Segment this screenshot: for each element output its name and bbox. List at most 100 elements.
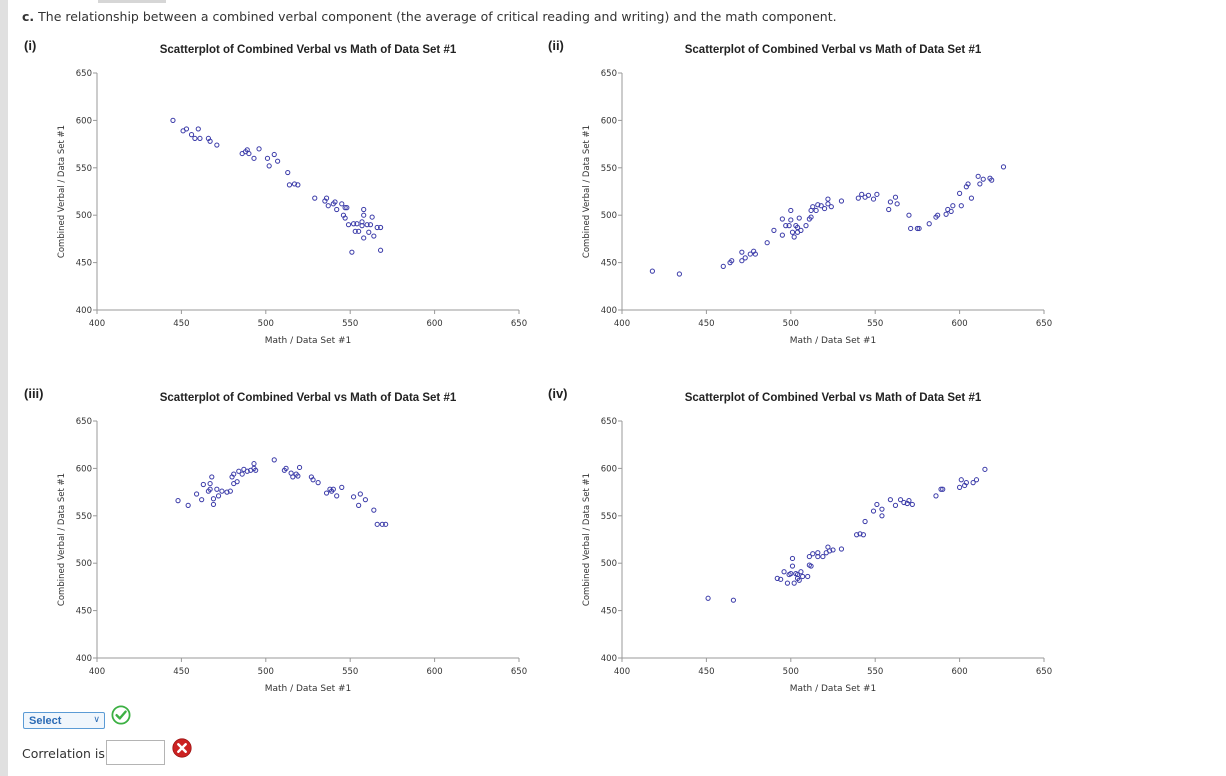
data-point	[791, 580, 797, 586]
y-tick-label: 550	[76, 512, 92, 522]
data-point	[774, 575, 780, 581]
data-point	[764, 240, 770, 246]
x-tick-label: 500	[258, 319, 274, 329]
data-point	[283, 465, 289, 472]
data-point	[908, 225, 914, 232]
question-part: c.	[22, 9, 35, 24]
x-tick-label: 400	[614, 319, 630, 329]
data-point	[935, 212, 941, 218]
data-point	[291, 181, 298, 187]
data-point	[906, 498, 912, 504]
data-point	[803, 223, 809, 229]
data-point	[742, 255, 748, 261]
data-point	[377, 224, 384, 231]
data-point	[958, 203, 964, 209]
data-point	[838, 546, 845, 552]
data-point	[649, 268, 655, 274]
data-point	[879, 506, 885, 512]
data-point	[933, 493, 939, 499]
data-point	[362, 497, 368, 503]
data-point	[818, 203, 824, 209]
data-point	[796, 215, 802, 221]
data-point	[209, 474, 215, 480]
data-point	[188, 132, 195, 138]
y-tick-label: 550	[601, 512, 617, 522]
x-tick-label: 650	[511, 319, 527, 329]
data-point	[778, 576, 784, 582]
data-point	[788, 217, 794, 223]
data-point	[367, 222, 374, 228]
scatter-chart-i: Scatterplot of Combined Verbal vs Math o…	[30, 38, 530, 354]
data-point	[359, 223, 365, 229]
question-text: c. The relationship between a combined v…	[22, 9, 837, 24]
data-point	[950, 203, 956, 209]
data-point	[977, 181, 983, 187]
chevron-down-icon: ∨	[93, 714, 100, 724]
data-point	[815, 202, 821, 208]
data-point	[989, 177, 995, 183]
scatter-chart-ii: Scatterplot of Combined Verbal vs Math o…	[555, 38, 1055, 354]
y-tick-label: 550	[76, 164, 92, 174]
data-point	[968, 195, 975, 201]
data-point	[808, 214, 814, 220]
answer-select[interactable]: Select ∨	[23, 712, 105, 729]
x-tick-label: 400	[614, 667, 630, 677]
data-point	[970, 480, 976, 486]
data-point	[383, 521, 389, 527]
y-tick-label: 400	[76, 306, 92, 316]
scatter-svg: Scatterplot of Combined Verbal vs Math o…	[582, 44, 1052, 346]
y-tick-label: 500	[601, 211, 617, 221]
data-point	[350, 494, 357, 500]
x-tick-label: 600	[951, 667, 967, 677]
data-point	[729, 258, 735, 264]
data-point	[361, 206, 367, 213]
data-point	[838, 198, 845, 204]
y-tick-label: 500	[76, 211, 92, 221]
y-tick-label: 600	[601, 116, 617, 126]
y-tick-label: 400	[601, 306, 617, 316]
data-point	[234, 479, 240, 485]
data-point	[251, 461, 257, 467]
data-point	[374, 521, 380, 527]
data-point	[210, 496, 217, 502]
data-point	[786, 223, 792, 229]
y-tick-label: 400	[76, 654, 92, 664]
data-point	[957, 484, 963, 490]
data-point	[325, 203, 331, 209]
x-axis-label: Math / Data Set #1	[265, 336, 352, 346]
x-tick-label: 650	[1036, 319, 1052, 329]
data-point	[199, 497, 205, 503]
data-point	[339, 201, 345, 207]
data-point	[828, 204, 834, 210]
data-point	[195, 126, 201, 132]
data-point	[342, 205, 348, 211]
data-point	[982, 466, 988, 472]
x-tick-label: 600	[951, 319, 967, 329]
data-point	[275, 158, 281, 164]
data-point	[963, 480, 969, 486]
scatter-svg: Scatterplot of Combined Verbal vs Math o…	[57, 392, 527, 694]
correlation-input[interactable]	[106, 740, 165, 765]
data-point	[796, 577, 802, 583]
data-point	[862, 518, 868, 525]
data-point	[914, 225, 920, 232]
data-point	[192, 135, 198, 142]
correlation-label: Correlation is	[22, 746, 105, 761]
data-point	[323, 195, 330, 201]
data-point	[193, 491, 200, 497]
data-point	[909, 501, 915, 508]
data-point	[236, 468, 242, 474]
data-point	[210, 501, 217, 508]
x-tick-label: 450	[173, 319, 189, 329]
data-point	[349, 249, 355, 255]
panel-label-i: (i)	[24, 38, 37, 53]
data-point	[948, 208, 954, 215]
data-point	[825, 201, 831, 207]
data-point	[251, 155, 257, 161]
y-tick-label: 650	[76, 69, 92, 79]
y-tick-label: 600	[76, 464, 92, 474]
data-point	[815, 553, 821, 560]
data-point	[239, 471, 245, 477]
data-point	[366, 229, 372, 235]
x-tick-label: 400	[89, 319, 105, 329]
